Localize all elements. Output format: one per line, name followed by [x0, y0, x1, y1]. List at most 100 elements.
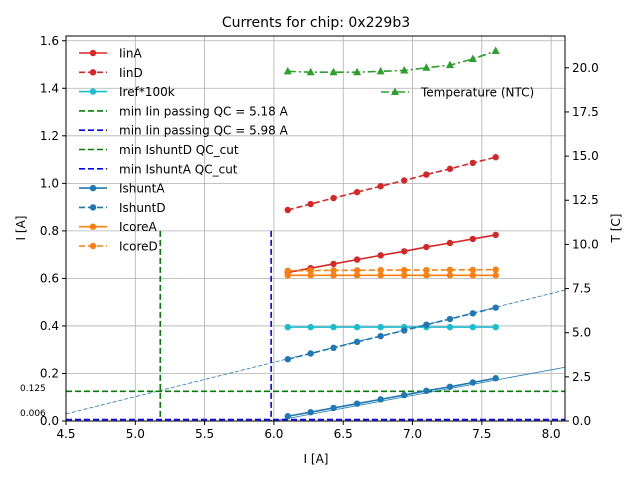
data-point: [401, 391, 408, 399]
series-line-ishuntd: [287, 306, 496, 360]
data-point: [377, 266, 384, 274]
x-tick-label: 6.5: [334, 427, 353, 441]
data-point: [469, 266, 477, 274]
series-line-temperature-ntc: [287, 50, 496, 74]
series-line-icored: [287, 268, 496, 272]
legend-swatch-marker: [89, 204, 97, 211]
data-point: [353, 256, 361, 263]
data-point: [307, 272, 314, 279]
data-point: [492, 266, 499, 273]
data-point: [423, 171, 430, 178]
legend-label: min IshuntA QC_cut: [119, 162, 238, 176]
x-tick-label: 8.0: [542, 427, 561, 441]
series-line-ishunta: [287, 377, 496, 418]
legend-entry-min-iin-passing-qc-5-18-a: min Iin passing QC = 5.18 A: [79, 104, 289, 118]
y-axis-label: I [A]: [14, 216, 28, 241]
data-point: [330, 272, 337, 279]
data-point: [353, 267, 361, 274]
data-point: [492, 272, 499, 279]
legend-label: min IshuntD QC_cut: [119, 143, 239, 157]
data-point: [469, 323, 477, 331]
legend-label: IinD: [119, 66, 143, 80]
data-point: [377, 323, 384, 331]
legend-label: IinA: [119, 47, 142, 61]
series-line-iina: [287, 234, 496, 274]
x-tick-label: 4.5: [56, 427, 75, 441]
legend-swatch-marker: [391, 87, 399, 95]
data-point: [492, 154, 499, 161]
y2-tick-label: 20.0: [572, 61, 599, 75]
annotations: 0.125 0.006: [20, 384, 46, 419]
data-point: [307, 267, 314, 274]
series-iref-100k: [284, 323, 499, 331]
data-point: [446, 323, 454, 331]
data-point: [284, 272, 291, 279]
data-point: [492, 375, 499, 382]
y-axis-ticks: 0.0 0.2 0.4 0.6 0.8 1.0 1.2 1.4 1.6: [40, 34, 66, 428]
data-point: [401, 266, 408, 274]
data-point: [446, 272, 454, 279]
y-tick-label: 0.6: [40, 271, 59, 285]
x-tick-label: 7.0: [403, 427, 422, 441]
reference-lines: [66, 230, 565, 421]
legend-entry-icorea: IcoreA: [79, 220, 158, 234]
data-point: [307, 409, 314, 416]
y2-tick-label: 12.5: [572, 193, 599, 207]
x-axis-ticks: 4.5 5.0 5.5 6.0 6.5 7.0 7.5 8.0: [56, 421, 561, 441]
data-point: [307, 323, 314, 331]
data-point: [446, 239, 454, 247]
x-tick-label: 7.5: [472, 427, 491, 441]
y-tick-label: 0.8: [40, 224, 59, 238]
x-tick-label: 5.5: [195, 427, 214, 441]
legend-right: Temperature (NTC): [381, 86, 534, 100]
series-icored: [284, 266, 499, 275]
legend-label: Iref*100k: [119, 85, 175, 99]
y-tick-label: 1.2: [40, 129, 59, 143]
data-point: [492, 323, 499, 331]
x-axis-label: I [A]: [304, 452, 329, 466]
data-point: [423, 272, 430, 279]
data-point: [330, 267, 337, 274]
series-temperature-ntc: [283, 46, 500, 76]
legend-entry-iina: IinA: [79, 47, 142, 61]
data-point: [284, 206, 291, 214]
x-tick-label: 5.0: [126, 427, 145, 441]
legend-entry-icored: IcoreD: [79, 240, 158, 254]
legend-swatch-marker: [89, 49, 97, 57]
y2-axis-ticks: 0.0 2.5 5.0 7.5 10.0 12.5 15.0 17.5 20.0: [565, 61, 599, 428]
data-point: [330, 260, 337, 268]
data-point: [353, 323, 361, 331]
series-icorea: [284, 272, 499, 279]
data-point: [353, 188, 361, 196]
data-point: [446, 383, 454, 390]
data-point: [423, 387, 430, 395]
data-point: [492, 231, 499, 239]
data-point: [423, 243, 430, 251]
data-point: [330, 323, 337, 331]
data-point: [422, 63, 431, 71]
data-point: [445, 60, 454, 69]
legend-label: IcoreA: [119, 220, 158, 234]
data-point: [306, 67, 315, 76]
ishunta-fit-line: [273, 366, 566, 422]
data-point: [284, 267, 291, 275]
grid-lines: [65, 36, 565, 422]
data-point: [492, 304, 499, 311]
y2-tick-label: 2.5: [572, 370, 591, 384]
data-point: [377, 182, 384, 190]
legend-swatch-marker: [89, 223, 97, 230]
data-point: [353, 338, 361, 346]
chart-title: Currents for chip: 0x229b3: [222, 15, 410, 31]
y-tick-label: 0.0: [40, 414, 59, 428]
data-point: [377, 396, 384, 403]
data-point: [284, 323, 291, 331]
legend-label: min Iin passing QC = 5.18 A: [119, 104, 289, 118]
data-point: [469, 310, 477, 317]
y2-tick-label: 17.5: [572, 105, 599, 119]
y-tick-label: 0.4: [40, 319, 59, 333]
data-point: [446, 315, 454, 323]
data-point: [330, 404, 337, 412]
data-point: [284, 413, 291, 420]
data-point: [401, 327, 408, 334]
